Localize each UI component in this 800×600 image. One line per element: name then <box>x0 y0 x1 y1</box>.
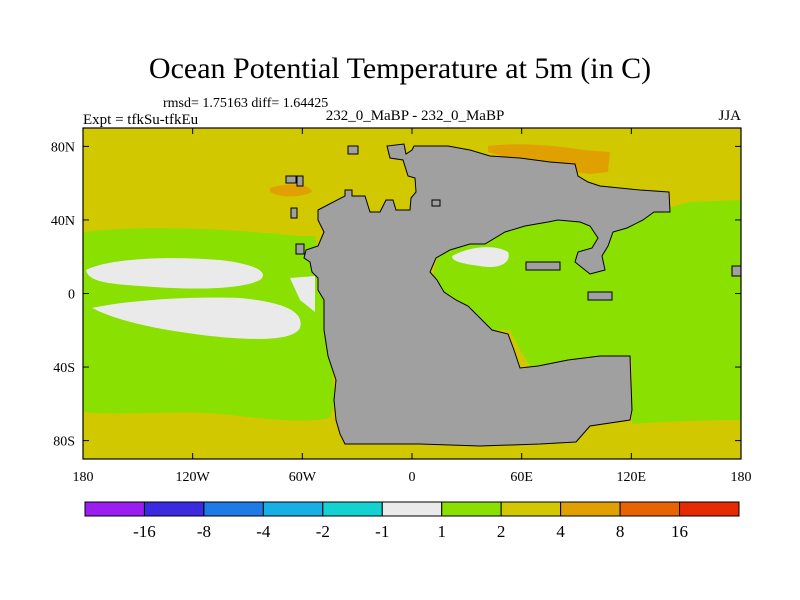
colorbar-swatch <box>441 501 502 517</box>
lon-label: 60W <box>289 470 317 485</box>
colorbar <box>84 501 740 517</box>
land-island-3 <box>290 207 298 219</box>
lon-label: 180 <box>731 470 752 485</box>
colorbar-label: -4 <box>256 522 271 541</box>
land-island-6 <box>295 243 305 255</box>
axis-ticks <box>82 128 742 459</box>
experiment-label: Expt = tfkSu-tfkEu <box>83 112 199 128</box>
ocean-band-neg1-1-north <box>86 258 264 289</box>
longitude-labels: 180 120W 60W 0 60E 120E 180 <box>73 470 752 485</box>
ocean-band-1-2-east <box>432 200 741 424</box>
lon-label: 180 <box>73 470 94 485</box>
colorbar-label: -16 <box>133 522 156 541</box>
ocean-band-neg1-1-south <box>92 297 301 339</box>
colorbar-swatch <box>84 501 145 517</box>
colorbar-swatch <box>203 501 264 517</box>
ocean-band-neg1-1-coast <box>290 276 315 312</box>
case-subtitle: 232_0_MaBP - 232_0_MaBP <box>325 108 505 124</box>
colorbar-label: 4 <box>556 522 565 541</box>
land-island-2 <box>296 175 304 187</box>
ocean-band-neg1-1-east <box>452 247 509 268</box>
lat-label: 80S <box>53 435 75 450</box>
lat-label: 40N <box>51 214 75 229</box>
land-island-4 <box>347 145 359 155</box>
colorbar-swatch <box>322 501 383 517</box>
land-island-1 <box>285 175 297 184</box>
colorbar-swatch <box>560 501 621 517</box>
ocean-band-4-8-arctic <box>488 144 610 174</box>
colorbar-swatch <box>381 501 443 517</box>
lat-label: 0 <box>68 288 75 303</box>
colorbar-label: 2 <box>497 522 506 541</box>
ocean-band-4-8-northwest <box>270 184 312 197</box>
colorbar-swatch <box>679 501 740 517</box>
colorbar-swatch <box>619 501 681 517</box>
colorbar-label: -2 <box>316 522 330 541</box>
lon-label: 0 <box>409 470 416 485</box>
land-mass <box>303 143 671 447</box>
colorbar-label: 8 <box>616 522 625 541</box>
lon-label: 120E <box>617 470 647 485</box>
plot-title: Ocean Potential Temperature at 5m (in C) <box>148 52 652 85</box>
colorbar-label: 1 <box>437 522 446 541</box>
latitude-labels: 80N 40N 0 40S 80S <box>51 140 75 449</box>
lat-label: 80N <box>51 140 75 155</box>
land-island-5 <box>431 199 441 207</box>
colorbar-label: 16 <box>671 522 688 541</box>
season-label: JJA <box>718 108 741 124</box>
lon-label: 60E <box>510 470 533 485</box>
lon-label: 120W <box>176 470 211 485</box>
colorbar-label: -1 <box>375 522 389 541</box>
colorbar-swatch <box>143 501 205 517</box>
land-island-9 <box>731 265 741 277</box>
map-plot-area <box>83 128 741 459</box>
colorbar-swatch <box>262 501 324 517</box>
colorbar-swatch <box>500 501 562 517</box>
colorbar-labels: -16 -8 -4 -2 -1 1 2 4 8 16 <box>133 522 688 541</box>
land-island-8 <box>587 291 613 301</box>
lat-label: 40S <box>53 361 75 376</box>
rmsd-diff-stats: rmsd= 1.75163 diff= 1.64425 <box>163 96 329 111</box>
colorbar-label: -8 <box>197 522 211 541</box>
land-island-7 <box>525 261 561 271</box>
